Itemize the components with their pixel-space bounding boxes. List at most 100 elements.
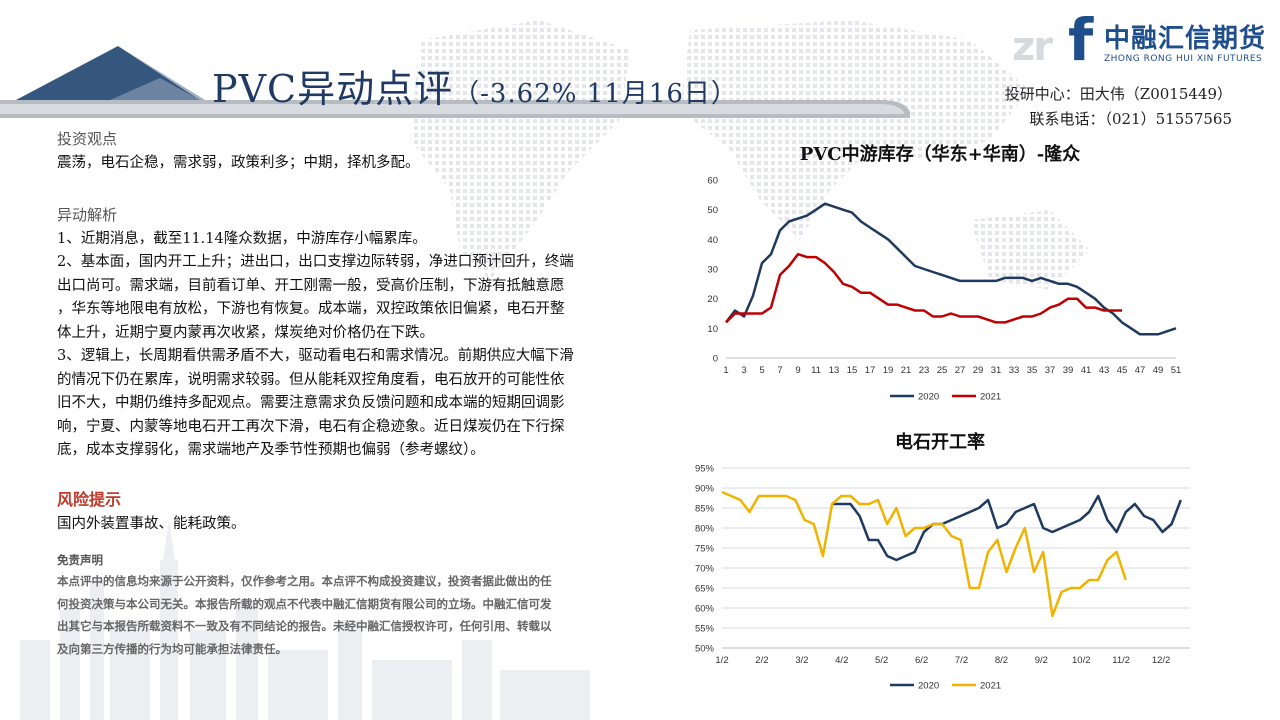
disclaimer-heading: 免责声明 [57, 553, 103, 567]
y-tick-label: 70% [695, 564, 715, 575]
x-tick-label: 3/2 [795, 655, 808, 666]
header-banner [0, 46, 910, 118]
x-tick-label: 47 [1135, 365, 1146, 376]
analysis-line: 响，宁夏、内蒙等地电石开工再次下滑，电石有企稳迹象。近日煤炭仍在下行探 [57, 418, 565, 435]
y-tick-label: 90% [695, 484, 715, 495]
analysis-heading: 异动解析 [57, 205, 118, 224]
y-tick-label: 65% [695, 584, 715, 595]
x-tick-label: 19 [883, 365, 894, 376]
x-tick-label: 9/2 [1035, 655, 1048, 666]
inventory-chart: PVC中游库存（华东+华南）-隆众 0 10 20 30 40 50 60 1 3 5 7 9 11 13… [680, 136, 1200, 406]
analysis-line: 体上升，近期宁夏内蒙再次收紧，煤炭绝对价格仍在下跌。 [57, 324, 434, 341]
x-tick-label: 7/2 [955, 655, 968, 666]
city-skyline-background [20, 520, 590, 720]
x-tick-label: 21 [901, 365, 912, 376]
analysis-line: 出口尚可。需求端，目前看订单、开工刚需一般，受高价压制，下游有抵触意愿 [57, 277, 565, 294]
x-tick-label: 15 [847, 365, 858, 376]
y-tick-label: 75% [695, 544, 715, 555]
inventory-chart-title: PVC中游库存（华东+华南）-隆众 [799, 144, 1081, 165]
disclaimer-line: 本点评中的信息均来源于公开资料，仅作参考之用。本点评不构成投资建议，投资者据此做… [57, 574, 552, 588]
carbide-chart-title: 电石开工率 [895, 432, 985, 453]
world-map-background [410, 20, 1090, 290]
analysis-line: 旧不大，中期仍维持多配观点。需要注意需求负反馈问题和成本端的短期回调影 [57, 395, 565, 411]
analysis-line: 3、逻辑上，长周期看供需矛盾不大，驱动看电石和需求情况。前期供应大幅下滑 [57, 348, 574, 364]
x-tick-label: 12/2 [1152, 655, 1171, 666]
logo-name-en: ZHONG RONG HUI XIN FUTURES [1104, 54, 1263, 64]
analysis-line: ，华东等地限电有放松，下游也有恢复。成本端，双控政策依旧偏紧，电石开整 [57, 301, 565, 317]
series-line-2020 [725, 202, 1177, 336]
legend-label-2020: 2020 [918, 392, 939, 403]
x-tick-label: 33 [1009, 365, 1020, 376]
x-tick-label: 1/2 [715, 655, 728, 666]
series-line-2020 [832, 494, 1182, 562]
y-tick-label: 10 [707, 324, 718, 335]
y-tick-label: 50 [707, 205, 718, 216]
x-tick-label: 25 [937, 365, 948, 376]
y-tick-label: 95% [695, 464, 715, 475]
x-tick-label: 43 [1099, 365, 1110, 376]
logo-watermark: zr [1012, 24, 1053, 70]
disclaimer-line: 出其它与本报告所载资料不一致及有不同结论的报告。未经中融汇信授权许可，任何引用、… [57, 619, 552, 633]
x-tick-label: 11/2 [1112, 655, 1130, 666]
x-tick-label: 27 [955, 365, 966, 376]
y-tick-label: 20 [707, 294, 718, 305]
x-tick-label: 51 [1171, 365, 1182, 376]
y-tick-label: 50% [695, 644, 715, 655]
legend-label-2020: 2020 [918, 681, 939, 692]
x-tick-label: 5/2 [875, 655, 888, 666]
series-line-2021 [721, 490, 1127, 618]
logo-name-cn: 中融汇信期货 [1104, 24, 1267, 54]
x-tick-label: 39 [1063, 365, 1074, 376]
x-tick-label: 45 [1117, 365, 1128, 376]
disclaimer-line: 及向第三方传播的行为均可能承担法律责任。 [57, 641, 287, 656]
y-tick-label: 0 [713, 354, 718, 365]
x-tick-label: 41 [1081, 365, 1092, 376]
x-tick-label: 2/2 [755, 655, 768, 666]
x-tick-label: 11 [811, 365, 821, 376]
title-subtitle: （-3.62% 11月16日） [453, 79, 738, 109]
title-main: PVC异动点评 [212, 67, 454, 111]
contact-info: 投研中心：田大伟（Z0015449） 联系电话：（021）51557565 [1005, 82, 1232, 132]
x-tick-label: 35 [1027, 365, 1038, 376]
analysis-line: 底，成本支撑弱化，需求端地产及季节性预期也偏弱（参考螺纹）。 [57, 442, 485, 458]
disclaimer-line: 何投资决策与本公司无关。本报告所载的观点不代表中融汇信期货有限公司的立场。中融汇… [57, 596, 552, 611]
risk-heading: 风险提示 [57, 489, 122, 509]
risk-text: 国内外装置事故、能耗政策。 [57, 515, 246, 532]
x-tick-label: 31 [991, 365, 1002, 376]
logo-f-mark: f [1068, 6, 1094, 74]
y-tick-label: 30 [707, 265, 718, 276]
x-tick-label: 5 [759, 365, 764, 376]
x-tick-label: 49 [1153, 365, 1164, 376]
x-tick-label: 23 [919, 365, 930, 376]
x-tick-label: 13 [829, 365, 840, 376]
x-tick-label: 1 [723, 365, 728, 376]
y-tick-label: 40 [707, 235, 718, 246]
legend-label-2021: 2021 [980, 681, 1001, 692]
company-logo: zr f 中融汇信期货 ZHONG RONG HUI XIN FUTURES [1012, 6, 1274, 74]
legend-label-2021: 2021 [980, 392, 1001, 403]
analyst-info: 投研中心：田大伟（Z0015449） [1004, 85, 1232, 103]
left-text-panel: 投资观点 震荡，电石企稳，需求弱，政策利多；中期，择机多配。 异动解析 1、近期… [57, 126, 637, 660]
x-tick-label: 8/2 [995, 655, 1008, 666]
page-title: PVC异动点评（-3.62% 11月16日） [212, 58, 738, 113]
x-tick-label: 7 [777, 365, 782, 376]
x-tick-label: 37 [1045, 365, 1056, 376]
carbide-chart-svg: 50% 55% 60% 65% 70% 75% 80% 85% 90% 95% 1/2 2/2 3/2 4… [695, 464, 1190, 692]
y-tick-label: 85% [695, 504, 715, 515]
y-tick-label: 80% [695, 524, 715, 535]
x-tick-label: 6/2 [915, 655, 928, 666]
y-tick-label: 55% [695, 624, 715, 635]
y-tick-label: 60% [695, 604, 715, 615]
view-heading: 投资观点 [57, 130, 118, 148]
x-tick-label: 9 [795, 365, 800, 376]
x-tick-label: 17 [865, 365, 876, 376]
y-tick-label: 60 [707, 176, 718, 187]
phone-info: 联系电话：（021）51557565 [1029, 110, 1232, 128]
series-line-2021 [725, 252, 1122, 324]
view-text: 震荡，电石企稳，需求弱，政策利多；中期，择机多配。 [57, 155, 420, 171]
inventory-chart-svg: 0 10 20 30 40 50 60 1 3 5 7 9 11 13 15 17 19 21 23 25 27 29 31… [707, 176, 1182, 403]
carbide-chart: 电石开工率 50% 55% 60% 65% 70% 75% 80% 85% 90% 95% 1/2 2… [680, 426, 1200, 720]
analysis-line: 2、基本面，国内开工上升；进出口，出口支撑边际转弱，净进口预计回升，终端 [57, 254, 574, 270]
x-tick-label: 4/2 [835, 655, 848, 666]
x-tick-label: 29 [973, 365, 984, 376]
